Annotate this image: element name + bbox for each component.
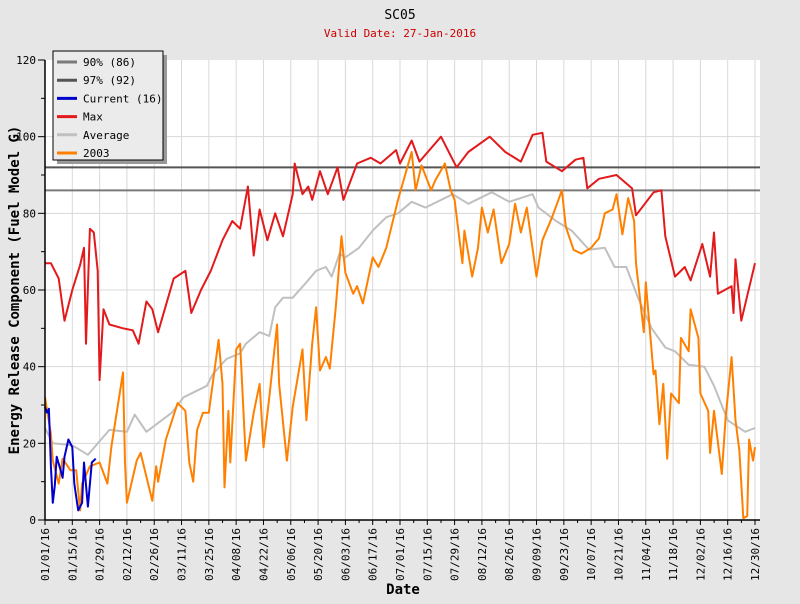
- y-tick-label: 40: [23, 361, 36, 374]
- axes: 0 20 40 60 80 100 120 01/01/16 01/15/16 01/29/16 0…: [16, 54, 762, 581]
- chart-title: SC05: [384, 8, 415, 23]
- x-tick-label: 11/04/16: [640, 528, 653, 581]
- y-tick-label: 60: [23, 284, 36, 297]
- chart-subtitle: Valid Date: 27-Jan-2016: [324, 27, 476, 40]
- legend-label: 2003: [83, 147, 110, 160]
- legend: 90% (86) 97% (92) Current (16) Max Average 20…: [52, 50, 167, 164]
- x-tick-label: 06/03/16: [339, 528, 352, 581]
- y-tick-label: 120: [16, 54, 36, 67]
- legend-box: [52, 50, 164, 161]
- x-tick-label: 08/12/16: [476, 528, 489, 581]
- x-tick-label: 04/22/16: [257, 528, 270, 581]
- y-tick-label: 100: [16, 131, 36, 144]
- x-tick-label: 03/25/16: [203, 528, 216, 581]
- legend-label: Max: [83, 111, 103, 124]
- x-tick-label: 02/12/16: [121, 528, 134, 581]
- x-tick-label: 01/15/16: [66, 528, 79, 581]
- x-tick-label: 11/18/16: [667, 528, 680, 581]
- x-tick-label: 07/15/16: [421, 528, 434, 581]
- x-tick-label: 12/30/16: [749, 528, 762, 581]
- x-tick-label: 04/08/16: [230, 528, 243, 581]
- y-tick-label: 20: [23, 437, 36, 450]
- y-tick-label: 0: [29, 514, 36, 527]
- x-tick-label: 09/09/16: [531, 528, 544, 581]
- x-tick-label: 03/11/16: [176, 528, 189, 581]
- x-tick-label: 10/07/16: [585, 528, 598, 581]
- x-tick-label: 06/17/16: [367, 528, 380, 581]
- threshold-lines: [45, 166, 760, 192]
- x-tick-label: 05/20/16: [312, 528, 325, 581]
- legend-label: Average: [83, 129, 129, 142]
- series-line-2003: [44, 151, 756, 520]
- y-tick-label: 80: [23, 207, 36, 220]
- legend-label: 90% (86): [83, 56, 136, 69]
- x-tick-label: 08/26/16: [503, 528, 516, 581]
- y-axis-label: Energy Release Component (Fuel Model G): [7, 126, 23, 455]
- x-tick-label: 12/02/16: [694, 528, 707, 581]
- x-tick-label: 05/06/16: [285, 528, 298, 581]
- legend-label: 97% (92): [83, 74, 136, 87]
- x-axis-label: Date: [386, 582, 420, 598]
- x-tick-label: 07/29/16: [449, 528, 462, 581]
- series-lines: [44, 131, 756, 520]
- x-tick-label: 12/16/16: [722, 528, 735, 581]
- x-tick-label: 02/26/16: [148, 528, 161, 581]
- x-tick-label: 10/21/16: [612, 528, 625, 581]
- x-tick-label: 01/01/16: [39, 528, 52, 581]
- x-tick-label: 07/01/16: [394, 528, 407, 581]
- x-tick-label: 01/29/16: [94, 528, 107, 581]
- series-line-max: [45, 131, 756, 382]
- legend-label: Current (16): [83, 92, 162, 105]
- x-tick-label: 09/23/16: [558, 528, 571, 581]
- series-line-current-16: [44, 406, 97, 512]
